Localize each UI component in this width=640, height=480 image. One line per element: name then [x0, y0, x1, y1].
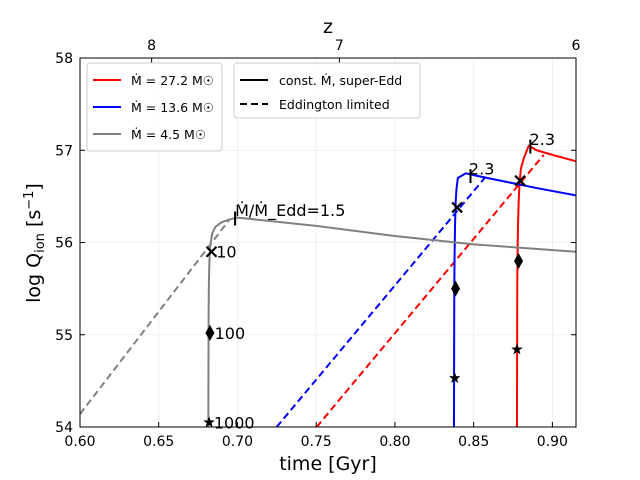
legend-rate-frame	[86, 62, 223, 152]
x-tick-label-2: 0.70	[222, 434, 253, 450]
marker-star-grey-1000	[203, 416, 215, 428]
x-tick-label-0: 0.60	[64, 434, 95, 450]
marker-diamond-red	[514, 252, 524, 269]
top-tick-label-0: 8	[147, 38, 156, 54]
annot-2.3-red: 2.3	[530, 130, 555, 149]
axes: 0.60 0.65 0.70 0.75 0.80 0.85 0.90 54 55 56 57 58 8 7…	[55, 38, 580, 450]
legend-style-frame	[233, 62, 421, 119]
legend-style: const. Ṁ, super-Edd Eddington limited	[233, 62, 421, 119]
series-line-5	[80, 218, 231, 415]
x-tick-label-1: 0.65	[143, 434, 174, 450]
legend-rate-label-0: Ṁ = 27.2 M☉	[131, 73, 214, 88]
legend-rate-label-1: Ṁ = 13.6 M☉	[131, 100, 214, 115]
y-tick-label-4: 58	[55, 51, 73, 67]
legend-style-label-1: Eddington limited	[279, 97, 390, 112]
marker-cross-red	[514, 174, 526, 187]
marker-group: 10 100 1000 Ṁ/Ṁ_Edd=1.5 2.3 2.3	[203, 130, 555, 432]
marker-diamond-blue	[451, 280, 461, 297]
x-tick-label-4: 0.80	[379, 434, 410, 450]
x-axis-label: time [Gyr]	[279, 453, 377, 475]
x-tick-label-5: 0.85	[458, 434, 489, 450]
y-tick-label-3: 57	[55, 143, 73, 159]
annot-1000: 1000	[214, 413, 255, 432]
x-tick-label-6: 0.90	[537, 434, 568, 450]
marker-star-blue	[449, 372, 461, 383]
annot-100: 100	[215, 324, 246, 343]
x-tick-label-3: 0.75	[301, 434, 332, 450]
legend-rate-label-2: Ṁ = 4.5 M☉	[131, 127, 206, 142]
annot-edd-ratio: Ṁ/Ṁ_Edd=1.5	[235, 201, 345, 221]
legend-style-label-0: const. Ṁ, super-Edd	[279, 73, 402, 88]
y-tick-label-1: 55	[55, 328, 73, 344]
marker-cross-blue	[451, 201, 463, 214]
top-tick-label-1: 7	[335, 38, 344, 54]
marker-cross-grey-10	[205, 245, 218, 258]
series-line-4	[207, 216, 576, 427]
top-tick-label-2: 6	[572, 38, 581, 54]
y-tick-label-2: 56	[55, 236, 73, 252]
series-line-1	[315, 154, 545, 427]
annot-10: 10	[216, 243, 236, 262]
marker-diamond-grey-100	[205, 324, 215, 341]
y-tick-label-0: 54	[55, 420, 73, 436]
series-line-2	[452, 172, 576, 427]
top-axis-label: z	[323, 16, 333, 38]
legend-rate: Ṁ = 27.2 M☉ Ṁ = 13.6 M☉ Ṁ = 4.5 M☉	[86, 62, 223, 152]
marker-star-red	[511, 343, 523, 355]
annot-2.3-blue: 2.3	[469, 160, 494, 179]
